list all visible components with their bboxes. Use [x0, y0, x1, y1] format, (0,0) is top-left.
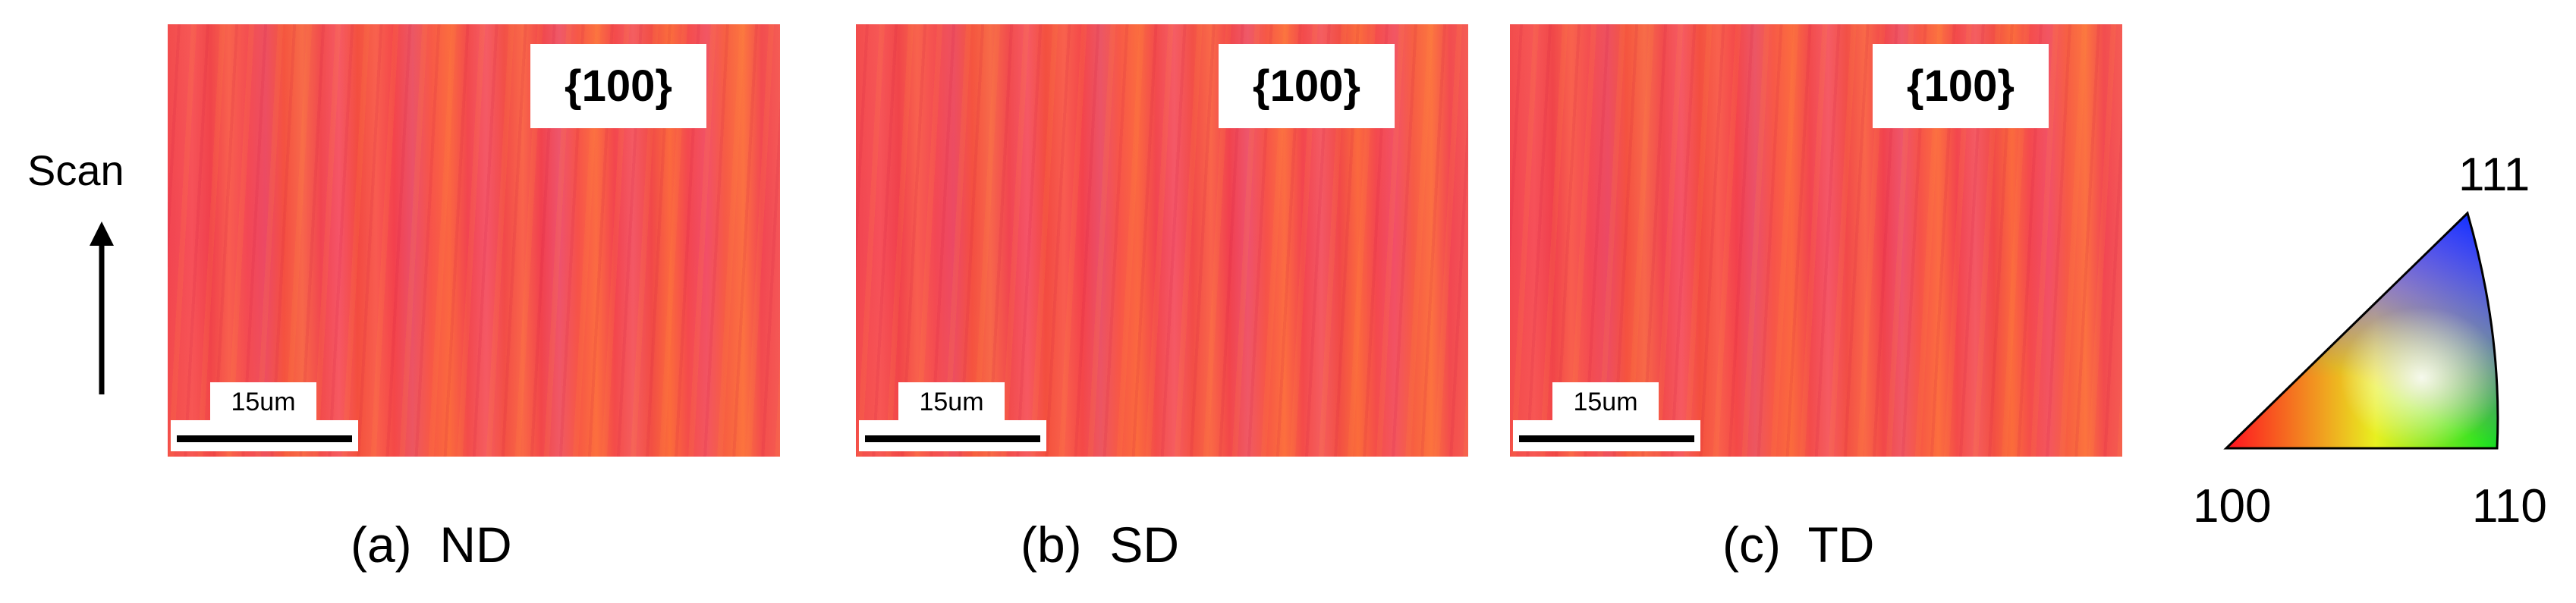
scale-bar: 15um [859, 382, 1046, 451]
orientation-badge: {100} [530, 44, 706, 128]
ebsd-map: {100} 15um [1510, 24, 2122, 457]
panel-caption: (b) SD [1021, 517, 1180, 573]
scale-bar-line [1519, 435, 1694, 442]
ebsd-map: {100} 15um [856, 24, 1468, 457]
scale-bar-label: 15um [1552, 382, 1659, 422]
ebsd-map: {100} 15um [168, 24, 780, 457]
scale-bar-line [865, 435, 1040, 442]
ipf-triangle [2223, 211, 2499, 450]
scale-bar-line [177, 435, 352, 442]
ipf-label-110: 110 [2472, 480, 2547, 532]
panel-caption: (c) TD [1722, 517, 1875, 573]
ipf-label-100: 100 [2193, 480, 2272, 532]
scale-bar-label: 15um [210, 382, 316, 422]
scan-label: Scan [27, 146, 124, 194]
scale-bar: 15um [171, 382, 358, 451]
panel-caption: (a) ND [351, 517, 512, 573]
orientation-badge: {100} [1219, 44, 1395, 128]
orientation-badge: {100} [1873, 44, 2049, 128]
scale-bar-label: 15um [898, 382, 1005, 422]
scale-bar: 15um [1513, 382, 1700, 451]
ipf-label-111: 111 [2458, 149, 2530, 201]
scan-arrow [90, 221, 114, 394]
